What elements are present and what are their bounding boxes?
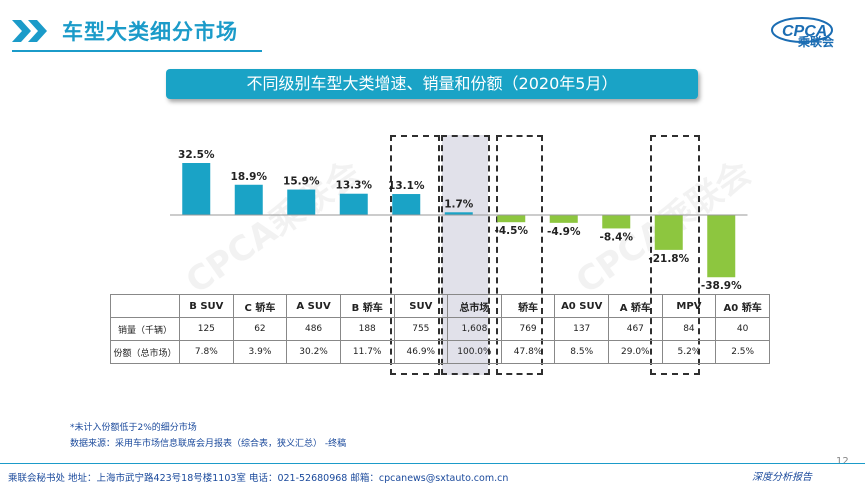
notes: *未计入份额低于2%的细分市场 数据来源：采用车市场信息联席会月报表（综合表，狭… <box>70 420 346 452</box>
chart-banner-title: 不同级别车型大类增速、销量和份额（2020年5月） <box>166 69 698 99</box>
bar <box>707 215 736 278</box>
table-cell: 8.5% <box>554 340 609 364</box>
table-cell: 46.9% <box>393 340 449 364</box>
highlight-box-suv <box>390 135 440 375</box>
bar-value-label: 13.3% <box>336 180 373 192</box>
highlight-box-mpv <box>650 135 700 375</box>
table-cell: 486 <box>286 317 341 341</box>
table-cell: 轿车 <box>500 294 556 318</box>
bar-value-label: 13.1% <box>388 180 425 192</box>
note-share-threshold: *未计入份额低于2%的细分市场 <box>70 423 197 433</box>
bar-value-label: -8.4% <box>600 231 634 243</box>
bar-value-label: 15.9% <box>283 176 320 188</box>
table-cell: A 轿车 <box>608 294 663 318</box>
row-label: 销量（千辆） <box>110 317 180 341</box>
table-row: 份额（总市场） 7.8% 3.9% 30.2% 11.7% 46.9% 100.0% 47.8… <box>110 340 770 364</box>
table-cell: 467 <box>608 317 663 341</box>
logo-text: CPCA <box>782 23 827 40</box>
table-cell: 755 <box>393 317 449 341</box>
table-cell: 84 <box>661 317 717 341</box>
chevron-right-icon <box>12 20 47 42</box>
row-label: 份额（总市场） <box>110 340 180 364</box>
bar-value-label: 18.9% <box>231 171 268 183</box>
table-cell: B SUV <box>179 294 234 318</box>
bar-value-label: 1.7% <box>444 198 474 210</box>
row-label <box>110 294 180 318</box>
segment-table: B SUV C 轿车 A SUV B 轿车 SUV 总市场 轿车 A0 SUV A 轿车 MPV A… <box>110 294 770 364</box>
table-cell: 62 <box>232 317 288 341</box>
highlight-box-sedan <box>496 135 543 375</box>
highlight-box-total <box>441 135 490 375</box>
page-title: 车型大类细分市场 <box>62 20 238 44</box>
table-cell: 769 <box>500 317 556 341</box>
table-cell: 总市场 <box>447 294 502 318</box>
table-cell: 30.2% <box>286 340 341 364</box>
table-cell: 40 <box>715 317 770 341</box>
bar-value-label: 32.5% <box>178 149 215 161</box>
bar <box>339 193 368 215</box>
bar <box>549 215 578 223</box>
table-cell: 47.8% <box>500 340 556 364</box>
table-header-row: B SUV C 轿车 A SUV B 轿车 SUV 总市场 轿车 A0 SUV A 轿车 MPV A… <box>110 294 770 318</box>
cpca-logo-icon: CPCA <box>771 17 833 43</box>
table-cell: MPV <box>661 294 717 318</box>
table-cell: SUV <box>393 294 449 318</box>
table-cell: 7.8% <box>179 340 234 364</box>
title-underline <box>12 50 262 52</box>
bar <box>182 163 211 215</box>
table-cell: B 轿车 <box>339 294 395 318</box>
bar <box>392 194 421 215</box>
table-cell: 5.2% <box>661 340 717 364</box>
table-cell: A SUV <box>286 294 341 318</box>
bar-value-label: -4.9% <box>547 226 581 238</box>
logo-subtext: 乘联会 <box>798 35 835 49</box>
table-cell: 11.7% <box>339 340 395 364</box>
note-data-source: 数据来源：采用车市场信息联席会月报表（综合表，狭义汇总） -终稿 <box>70 439 347 449</box>
table-cell: 1,608 <box>447 317 502 341</box>
table-row: 销量（千辆） 125 62 486 188 755 1,608 769 137 467 84 40 <box>110 317 770 341</box>
bar-value-label: -38.9% <box>701 280 742 292</box>
bar <box>497 215 526 223</box>
table-cell: 125 <box>179 317 234 341</box>
bar <box>654 215 683 250</box>
bar <box>234 184 263 215</box>
bar <box>602 215 631 229</box>
table-cell: 100.0% <box>447 340 502 364</box>
page-number: 12 <box>836 456 849 467</box>
table-cell: 29.0% <box>608 340 663 364</box>
footer-divider <box>0 463 865 464</box>
bar-value-label: -21.8% <box>648 253 689 265</box>
bar <box>287 189 316 215</box>
bar-value-label: -4.5% <box>495 225 529 237</box>
table-cell: 188 <box>339 317 395 341</box>
table-cell: 3.9% <box>232 340 288 364</box>
table-cell: C 轿车 <box>232 294 288 318</box>
footer-contact: 乘联会秘书处 地址：上海市武宁路423号18号楼1103室 电话：021-526… <box>8 473 509 484</box>
table-cell: 2.5% <box>715 340 770 364</box>
bar <box>444 212 473 215</box>
footer-report-type: 深度分析报告 <box>752 472 812 483</box>
table-cell: A0 轿车 <box>715 294 770 318</box>
table-cell: 137 <box>554 317 609 341</box>
table-cell: A0 SUV <box>554 294 609 318</box>
